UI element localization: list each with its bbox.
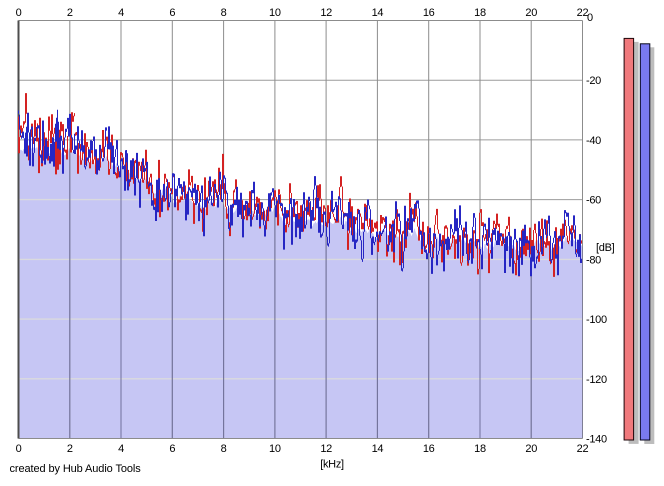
svg-text:12: 12	[320, 443, 332, 455]
svg-text:6: 6	[169, 7, 175, 19]
svg-text:16: 16	[423, 443, 435, 455]
svg-text:2: 2	[67, 7, 73, 19]
svg-text:20: 20	[525, 443, 537, 455]
svg-text:-140: -140	[586, 434, 607, 446]
svg-text:4: 4	[118, 443, 124, 455]
svg-text:10: 10	[269, 443, 281, 455]
svg-text:22: 22	[577, 443, 589, 455]
svg-text:18: 18	[474, 7, 486, 19]
svg-text:6: 6	[169, 443, 175, 455]
svg-text:14: 14	[372, 443, 384, 455]
svg-text:22: 22	[577, 7, 589, 19]
svg-text:created by Hub Audio Tools: created by Hub Audio Tools	[10, 463, 142, 475]
svg-text:8: 8	[221, 7, 227, 19]
svg-text:-100: -100	[586, 314, 607, 326]
svg-text:2: 2	[67, 443, 73, 455]
svg-text:18: 18	[474, 443, 486, 455]
svg-text:4: 4	[118, 7, 124, 19]
svg-text:16: 16	[423, 7, 435, 19]
svg-text:8: 8	[221, 443, 227, 455]
svg-text:0: 0	[587, 12, 593, 24]
svg-text:[dB]: [dB]	[596, 242, 615, 254]
svg-text:10: 10	[269, 7, 281, 19]
svg-text:-20: -20	[586, 75, 601, 87]
svg-text:-120: -120	[586, 374, 607, 386]
svg-text:[kHz]: [kHz]	[320, 459, 344, 471]
svg-text:-80: -80	[586, 254, 601, 266]
svg-text:20: 20	[525, 7, 537, 19]
svg-text:0: 0	[16, 7, 22, 19]
svg-text:12: 12	[320, 7, 332, 19]
svg-text:14: 14	[372, 7, 384, 19]
svg-text:0: 0	[16, 443, 22, 455]
svg-text:-40: -40	[586, 135, 601, 147]
svg-text:-60: -60	[586, 195, 601, 207]
